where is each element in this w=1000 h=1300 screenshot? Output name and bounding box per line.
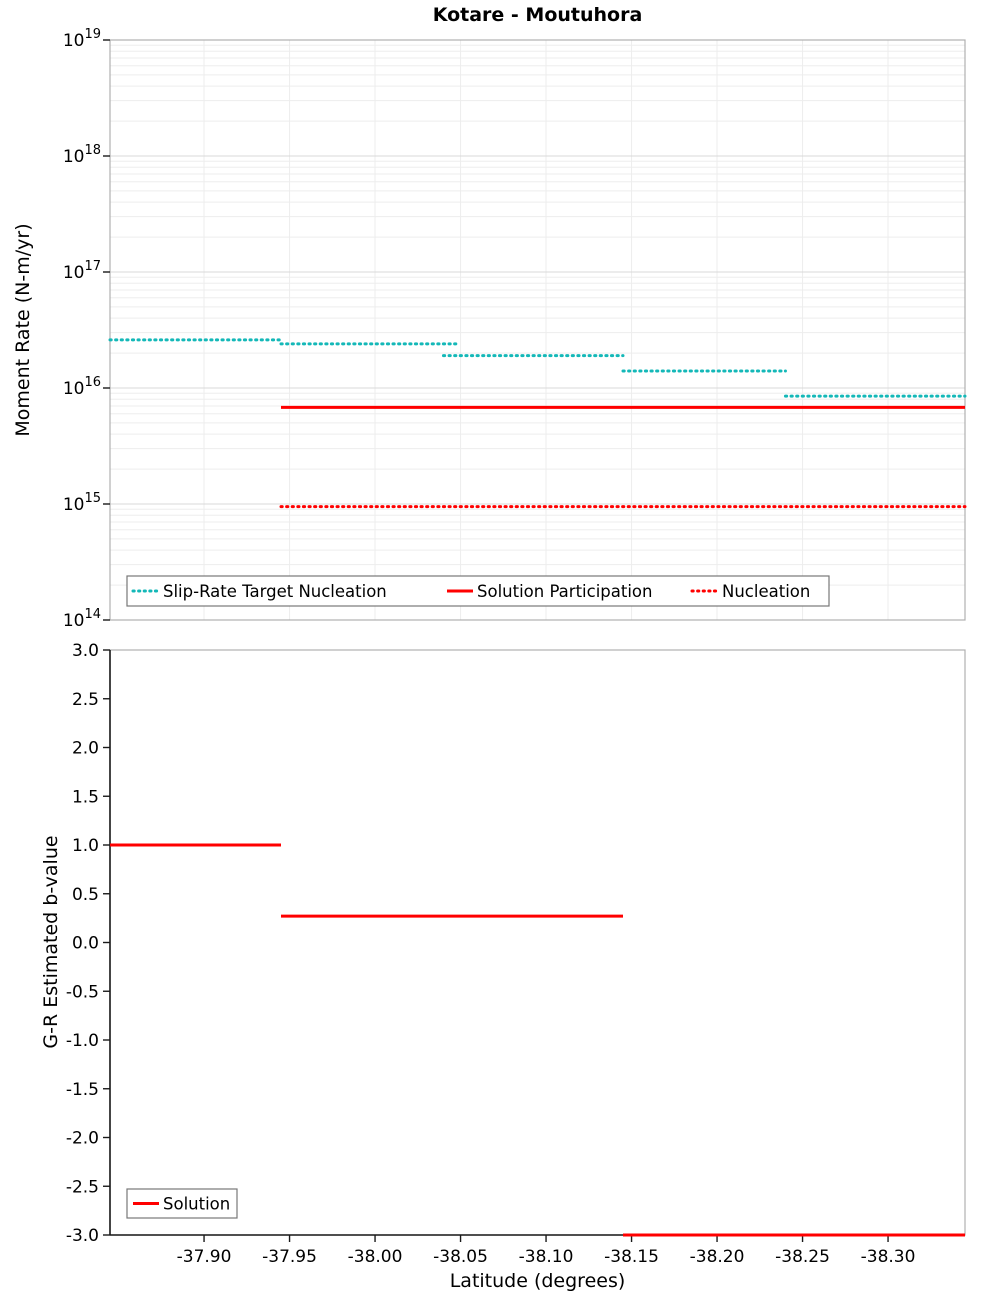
y-tick-label: 1.5	[72, 787, 99, 807]
x-tick-label: -37.90	[177, 1247, 232, 1267]
x-tick-label: -38.10	[519, 1247, 574, 1267]
y-tick-label: 1014	[63, 607, 101, 631]
legend-label: Solution	[163, 1195, 230, 1214]
y-tick-label: 1015	[63, 491, 101, 515]
y-tick-label: -1.5	[66, 1080, 99, 1100]
y-tick-label: 1017	[63, 259, 101, 283]
chart-title: Kotare - Moutuhora	[432, 4, 643, 26]
plot-frame	[109, 39, 966, 621]
y-tick-label: 1016	[63, 375, 101, 399]
x-tick-label: -37.95	[262, 1247, 317, 1267]
y-tick-label: -0.5	[66, 982, 99, 1002]
y-tick-label: -3.0	[66, 1226, 99, 1246]
x-tick-label: -38.25	[775, 1247, 830, 1267]
y-tick-label: 1018	[63, 143, 101, 167]
y-tick-label: -2.0	[66, 1129, 99, 1149]
legend-label: Slip-Rate Target Nucleation	[163, 582, 387, 601]
y-tick-label: 3.0	[72, 641, 99, 661]
legend-label: Solution Participation	[477, 582, 652, 601]
y-tick-label: 0.5	[72, 885, 99, 905]
x-tick-label: -38.00	[348, 1247, 403, 1267]
y-tick-label: 1.0	[72, 836, 99, 856]
y-tick-label: 2.0	[72, 739, 99, 759]
x-tick-label: -38.15	[604, 1247, 659, 1267]
y-tick-label: -1.0	[66, 1031, 99, 1051]
legend-box	[126, 575, 830, 607]
x-tick-label: -38.30	[861, 1247, 916, 1267]
y-tick-label: 0.0	[72, 934, 99, 954]
legend-label: Nucleation	[722, 582, 810, 601]
y-tick-label: -2.5	[66, 1177, 99, 1197]
x-tick-label: -38.20	[690, 1247, 745, 1267]
plot-frame	[109, 649, 966, 1236]
x-tick-label: -38.05	[433, 1247, 488, 1267]
y-tick-label: 2.5	[72, 690, 99, 710]
y-tick-label: 1019	[63, 27, 101, 51]
x-axis-label: Latitude (degrees)	[449, 1270, 626, 1292]
